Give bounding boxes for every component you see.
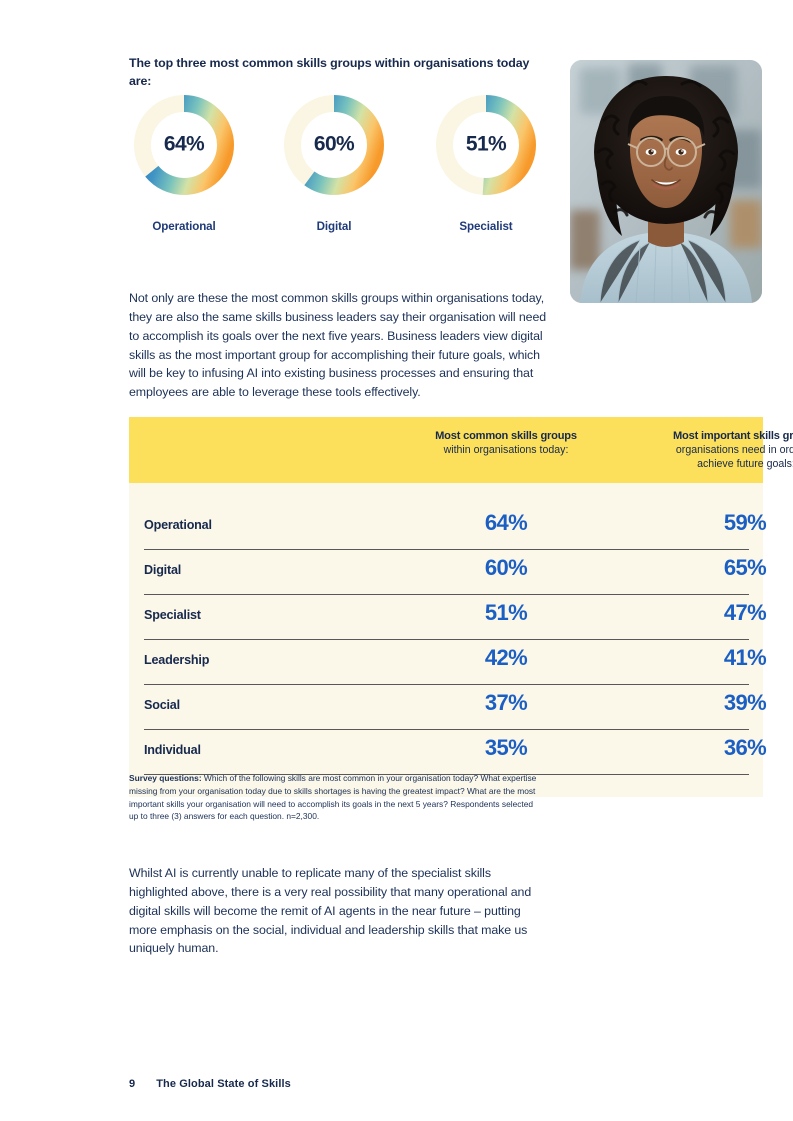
row-value-common: 42% (484, 645, 528, 670)
row-value-important: 47% (723, 600, 767, 625)
skills-table: Most common skills groups within organis… (129, 417, 793, 797)
row-label: Social (144, 698, 180, 712)
row-label: Digital (144, 563, 182, 577)
donut-svg-digital (284, 95, 384, 195)
row-value-important: 39% (723, 690, 767, 715)
donut-chart-group: 64% Operational (129, 92, 559, 262)
row-divider (144, 594, 749, 595)
table-row: Specialist 51% 47% (129, 595, 767, 640)
table-row: Social 37% 39% (129, 685, 767, 730)
table-header-most-important-strong: Most important skills groups (672, 430, 793, 442)
donut-chart-operational: 64% (131, 92, 237, 198)
table-row: Digital 60% 65% (129, 550, 767, 595)
donut-value-specialist: 51% (465, 132, 507, 156)
table-row: Leadership 42% 41% (129, 640, 767, 685)
table-header-most-common-strong: Most common skills groups (435, 430, 577, 442)
row-value-important: 41% (723, 645, 767, 670)
donut-svg-specialist (436, 95, 536, 195)
table-header-row: Most common skills groups within organis… (129, 417, 793, 483)
survey-footnote-text: Which of the following skills are most c… (129, 773, 537, 822)
row-divider (144, 729, 749, 730)
table-row: Individual 35% 36% (129, 730, 767, 775)
table-top-spacer (129, 483, 763, 505)
body-paragraph-1: Not only are these the most common skill… (129, 291, 547, 400)
donut-label-operational: Operational (152, 220, 216, 233)
portrait-illustration (570, 60, 762, 303)
table-row: Operational 64% 59% (129, 505, 767, 550)
row-label: Individual (144, 743, 201, 757)
row-label: Operational (144, 518, 212, 532)
row-value-common: 51% (484, 600, 528, 625)
table-header-most-common-sub: within organisations today: (443, 443, 569, 456)
row-divider (144, 549, 749, 550)
table-header-most-important-sub-line2: achieve future goals: (697, 457, 793, 470)
donut-card-operational: 64% Operational (129, 92, 239, 233)
row-value-important: 59% (723, 510, 767, 535)
donut-label-digital: Digital (316, 220, 352, 233)
row-value-important: 65% (723, 555, 767, 580)
donut-value-digital: 60% (313, 132, 355, 156)
donut-card-digital: 60% Digital (279, 92, 389, 233)
donut-value-operational: 64% (163, 132, 205, 156)
row-value-common: 64% (484, 510, 528, 535)
donut-chart-specialist: 51% (433, 92, 539, 198)
table-header-most-important: Most important skills groups organisatio… (617, 429, 793, 472)
row-value-important: 36% (723, 735, 767, 760)
table-header-most-common: Most common skills groups within organis… (377, 429, 635, 458)
row-divider (144, 774, 749, 775)
row-divider (144, 639, 749, 640)
row-divider (144, 684, 749, 685)
table-header-most-important-sub-line1: organisations need in order to (675, 443, 793, 456)
row-value-common: 35% (484, 735, 528, 760)
donut-card-specialist: 51% Specialist (431, 92, 541, 233)
donut-chart-digital: 60% (281, 92, 387, 198)
document-title: The Global State of Skills (156, 1078, 291, 1090)
row-value-common: 60% (484, 555, 528, 580)
page-footer: 9 The Global State of Skills (129, 1078, 291, 1090)
portrait-photo (570, 60, 762, 303)
survey-footnote: Survey questions: Which of the following… (129, 772, 541, 823)
intro-text: The top three most common skills groups … (129, 56, 530, 88)
body-paragraph-2: Whilst AI is currently unable to replica… (129, 866, 532, 956)
row-value-common: 37% (484, 690, 528, 715)
donut-svg-operational (134, 95, 234, 195)
survey-footnote-label: Survey questions: (129, 773, 202, 783)
donut-label-specialist: Specialist (459, 220, 513, 233)
row-label: Specialist (144, 608, 201, 622)
row-label: Leadership (144, 653, 210, 667)
page-number: 9 (129, 1078, 136, 1090)
